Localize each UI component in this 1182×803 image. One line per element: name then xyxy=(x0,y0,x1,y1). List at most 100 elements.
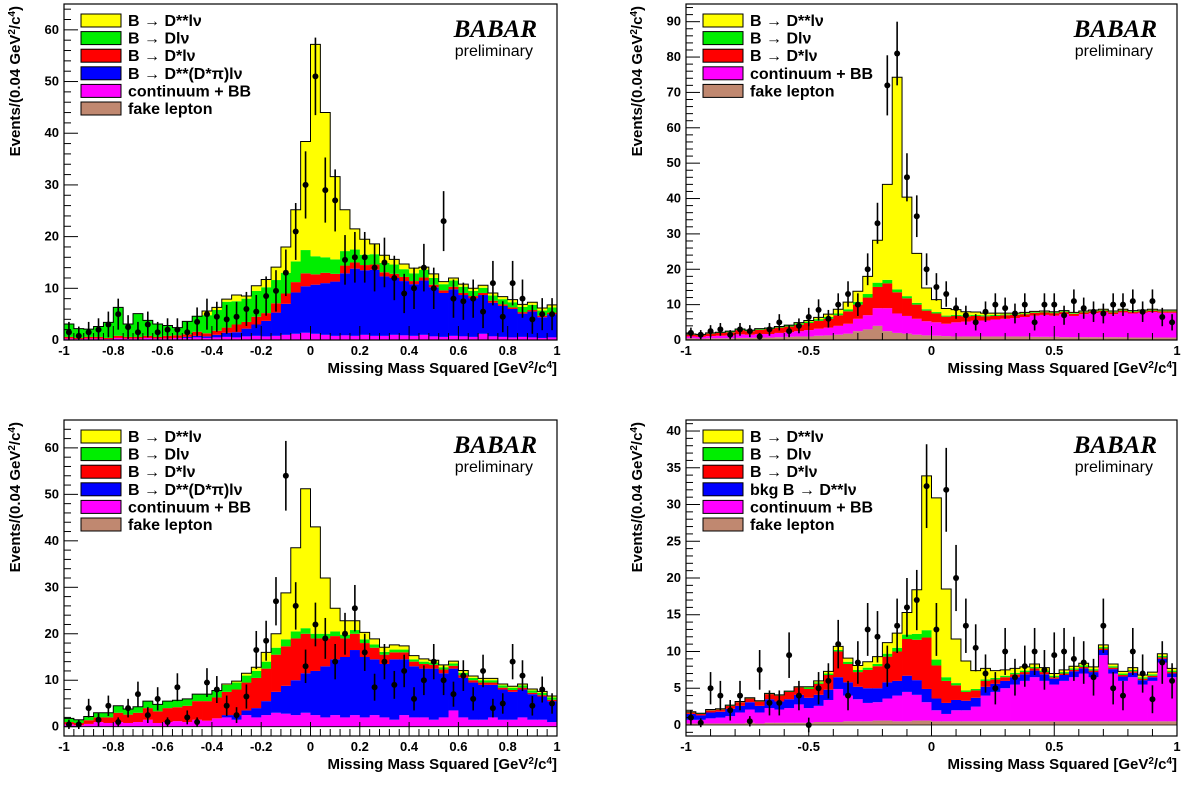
bar-cont-bin-13 xyxy=(813,328,824,336)
data-point xyxy=(766,699,773,706)
bar-fake-bin-13 xyxy=(813,335,824,340)
data-point xyxy=(184,329,191,336)
bar-cont-bin-23 xyxy=(911,694,923,721)
bar-cont-bin-18 xyxy=(862,315,873,330)
bar-bkg-bin-27 xyxy=(330,281,341,336)
bar-dstar-bin-49 xyxy=(1167,311,1177,313)
bar-dstar-bin-3 xyxy=(715,709,726,712)
bar-bkg-bin-30 xyxy=(359,657,371,718)
y-axis-title: Events/(0.04 GeV2/c4) xyxy=(629,422,647,572)
bar-dlnu-bin-10 xyxy=(162,701,173,709)
data-point xyxy=(292,228,299,235)
bar-bkg-bin-18 xyxy=(862,688,873,703)
bar-fake-bin-31 xyxy=(990,336,1001,340)
bar-bkg-bin-32 xyxy=(379,276,390,336)
bar-cont-bin-3 xyxy=(715,717,726,724)
bar-cont-bin-48 xyxy=(537,337,548,340)
x-tick-label: -0.6 xyxy=(151,343,173,358)
data-point xyxy=(213,313,220,320)
y-tick-label: 10 xyxy=(667,643,681,658)
bar-dstar-bin-39 xyxy=(448,665,459,669)
legend-label: B → D*lν xyxy=(750,464,818,481)
bar-dlnu-bin-25 xyxy=(931,659,942,666)
bar-bkg-bin-24 xyxy=(300,286,311,333)
legend-label: continuum + BB xyxy=(750,499,873,516)
y-tick-label: 20 xyxy=(45,229,59,244)
legend-label: B → Dlν xyxy=(128,447,189,464)
bar-bkg-bin-15 xyxy=(211,334,223,338)
total-outline xyxy=(686,475,1177,714)
legend-label: B → Dlν xyxy=(750,31,811,48)
bar-fake-bin-34 xyxy=(1019,336,1031,340)
bar-dlnu-bin-27 xyxy=(951,683,962,686)
bar-dlnu-bin-7 xyxy=(754,328,765,330)
data-point xyxy=(1129,298,1136,305)
babar-logo: BABAR xyxy=(1073,432,1157,459)
bar-cont-bin-23 xyxy=(290,715,302,727)
y-tick-label: 10 xyxy=(45,672,59,687)
bar-cont-bin-6 xyxy=(123,338,134,340)
bar-fake-bin-46 xyxy=(1137,337,1148,340)
bar-dstar-bin-21 xyxy=(892,292,903,314)
bar-bkg-bin-48 xyxy=(537,696,548,720)
legend-label: fake lepton xyxy=(750,517,834,534)
bar-fake-bin-31 xyxy=(990,721,1001,725)
data-point xyxy=(65,721,72,728)
legend-swatch-fake xyxy=(80,517,122,532)
bar-cont-bin-26 xyxy=(320,334,331,340)
bar-bkg-bin-29 xyxy=(349,650,361,716)
data-point xyxy=(460,298,467,305)
bar-cont-bin-27 xyxy=(951,322,962,337)
bar-dlnu-bin-12 xyxy=(182,698,193,706)
data-point xyxy=(1090,308,1097,315)
legend-label: bkg B → D**lν xyxy=(750,482,857,499)
data-point xyxy=(1100,310,1107,317)
data-point xyxy=(737,326,744,333)
bar-dstar-bin-4 xyxy=(103,717,114,723)
data-point xyxy=(65,329,72,336)
x-tick-label: 0.5 xyxy=(1045,739,1063,754)
data-point xyxy=(1021,301,1028,308)
bar-bkg-bin-26 xyxy=(320,283,331,335)
bar-dstar-bin-16 xyxy=(843,311,854,324)
bar-cont-bin-40 xyxy=(458,717,469,727)
bar-fake-bin-22 xyxy=(902,721,913,725)
bar-dlnu-bin-33 xyxy=(389,649,400,653)
legend-swatch-dlnu xyxy=(80,31,122,46)
data-point xyxy=(194,719,201,726)
bar-cont-bin-14 xyxy=(202,337,213,340)
bar-dss-bin-27 xyxy=(951,639,962,684)
x-tick-label: 0.5 xyxy=(1045,343,1063,358)
data-point xyxy=(815,685,822,692)
data-point xyxy=(1110,685,1117,692)
x-tick-label: -1 xyxy=(680,739,692,754)
bar-fake-bin-45 xyxy=(1127,337,1139,340)
x-tick-label: 0.2 xyxy=(351,739,369,754)
data-point xyxy=(933,626,940,633)
bar-bkg-bin-22 xyxy=(280,685,292,714)
data-point xyxy=(1139,308,1146,315)
legend-label: B → Dlν xyxy=(750,447,811,464)
data-point xyxy=(1061,312,1068,319)
data-point xyxy=(923,483,930,490)
bar-cont-bin-41 xyxy=(1088,677,1099,722)
bar-dlnu-bin-26 xyxy=(941,677,952,681)
bar-fake-bin-14 xyxy=(823,335,834,340)
bar-cont-bin-24 xyxy=(300,712,311,727)
bar-dlnu-bin-38 xyxy=(438,284,449,291)
preliminary-label: preliminary xyxy=(1075,43,1153,60)
bar-cont-bin-23 xyxy=(911,318,923,335)
data-point xyxy=(1002,305,1009,312)
legend-swatch-dlnu xyxy=(702,31,744,46)
bar-dss-bin-34 xyxy=(399,645,410,650)
bar-bkg-bin-19 xyxy=(251,708,262,718)
y-tick-label: 30 xyxy=(45,579,59,594)
bar-dlnu-bin-8 xyxy=(142,701,154,709)
bar-dlnu-bin-23 xyxy=(290,261,302,283)
bar-dlnu-bin-13 xyxy=(192,694,203,702)
data-point xyxy=(430,285,437,292)
bar-dstar-bin-21 xyxy=(892,651,903,681)
chart-panel-3: 0 10 20 30 40 50 60 -1 -0.8 -0.6 -0.4 -0.2 0 0.2 0.4 0.… xyxy=(7,419,561,773)
data-point xyxy=(509,658,516,665)
data-point xyxy=(223,316,230,323)
